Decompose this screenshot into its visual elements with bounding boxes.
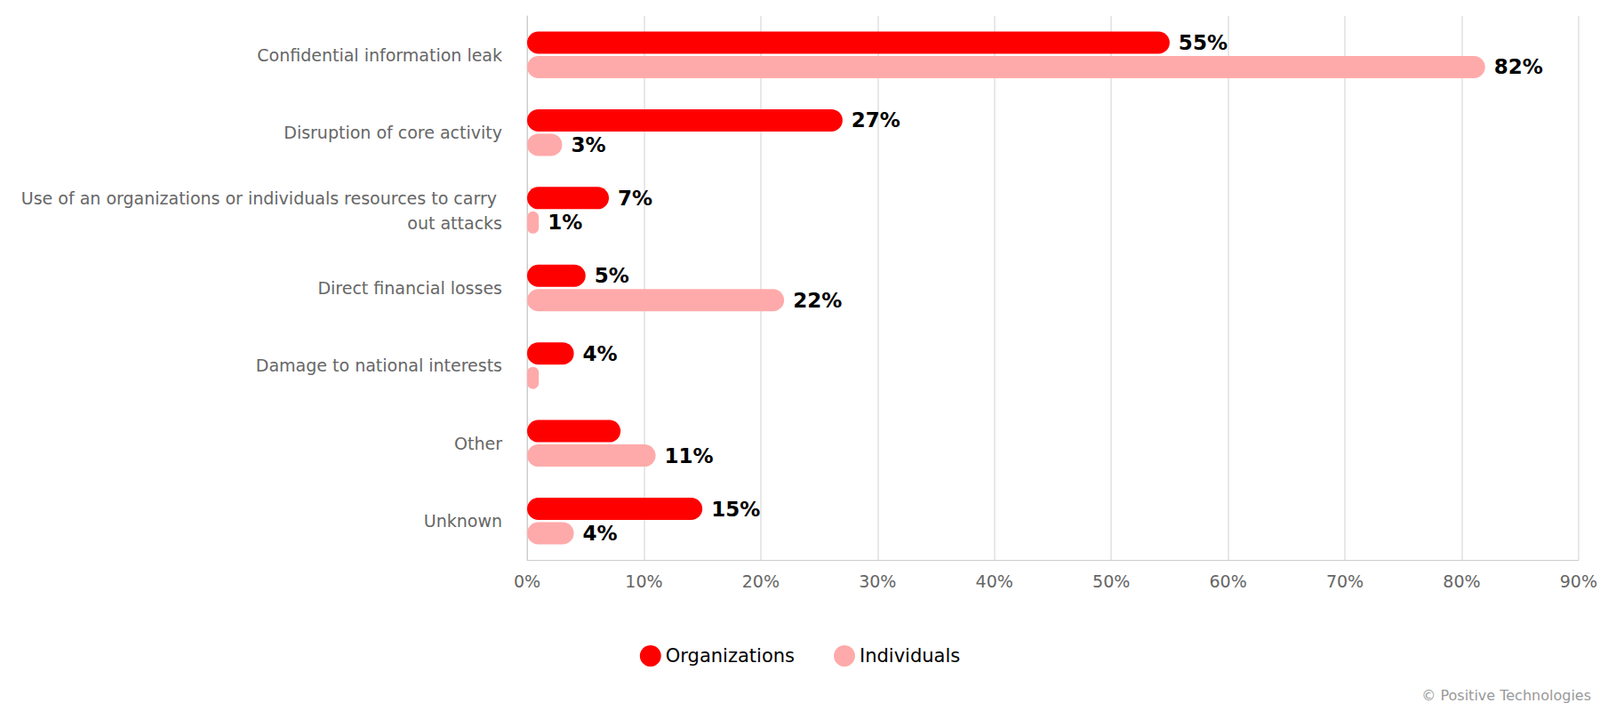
svg-text:82%: 82%: [1494, 55, 1544, 79]
svg-text:© Positive Technologies: © Positive Technologies: [1421, 687, 1592, 704]
svg-text:15%: 15%: [711, 497, 760, 521]
svg-text:Confidential information leak: Confidential information leak: [256, 45, 503, 65]
svg-text:1%: 1%: [547, 210, 583, 234]
svg-text:out attacks: out attacks: [407, 213, 503, 233]
svg-text:Use of an organizations or ind: Use of an organizations or individuals r…: [21, 188, 503, 208]
svg-text:3%: 3%: [570, 133, 606, 157]
svg-text:30%: 30%: [858, 571, 896, 592]
svg-text:7%: 7%: [617, 186, 653, 210]
svg-text:Damage to national interests: Damage to national interests: [256, 355, 503, 376]
svg-text:80%: 80%: [1442, 571, 1480, 592]
svg-text:4%: 4%: [583, 342, 618, 366]
svg-text:Disruption of core activity: Disruption of core activity: [283, 122, 503, 143]
svg-text:27%: 27%: [851, 108, 901, 132]
svg-text:70%: 70%: [1326, 571, 1364, 592]
svg-text:Other: Other: [454, 433, 503, 454]
svg-text:0%: 0%: [513, 571, 541, 592]
svg-text:5%: 5%: [594, 264, 630, 288]
svg-text:60%: 60%: [1208, 571, 1247, 592]
svg-text:40%: 40%: [976, 571, 1014, 592]
svg-text:90%: 90%: [1560, 571, 1598, 592]
svg-text:50%: 50%: [1092, 571, 1130, 592]
svg-text:4%: 4%: [583, 521, 618, 545]
svg-text:Unknown: Unknown: [424, 511, 503, 531]
svg-text:Organizations: Organizations: [665, 645, 795, 667]
svg-text:10%: 10%: [624, 571, 663, 592]
svg-text:55%: 55%: [1178, 31, 1228, 55]
svg-text:Direct financial losses: Direct financial losses: [317, 278, 503, 298]
svg-text:Individuals: Individuals: [859, 645, 960, 667]
svg-text:20%: 20%: [742, 571, 780, 592]
svg-text:11%: 11%: [664, 444, 714, 468]
svg-text:22%: 22%: [792, 288, 842, 312]
